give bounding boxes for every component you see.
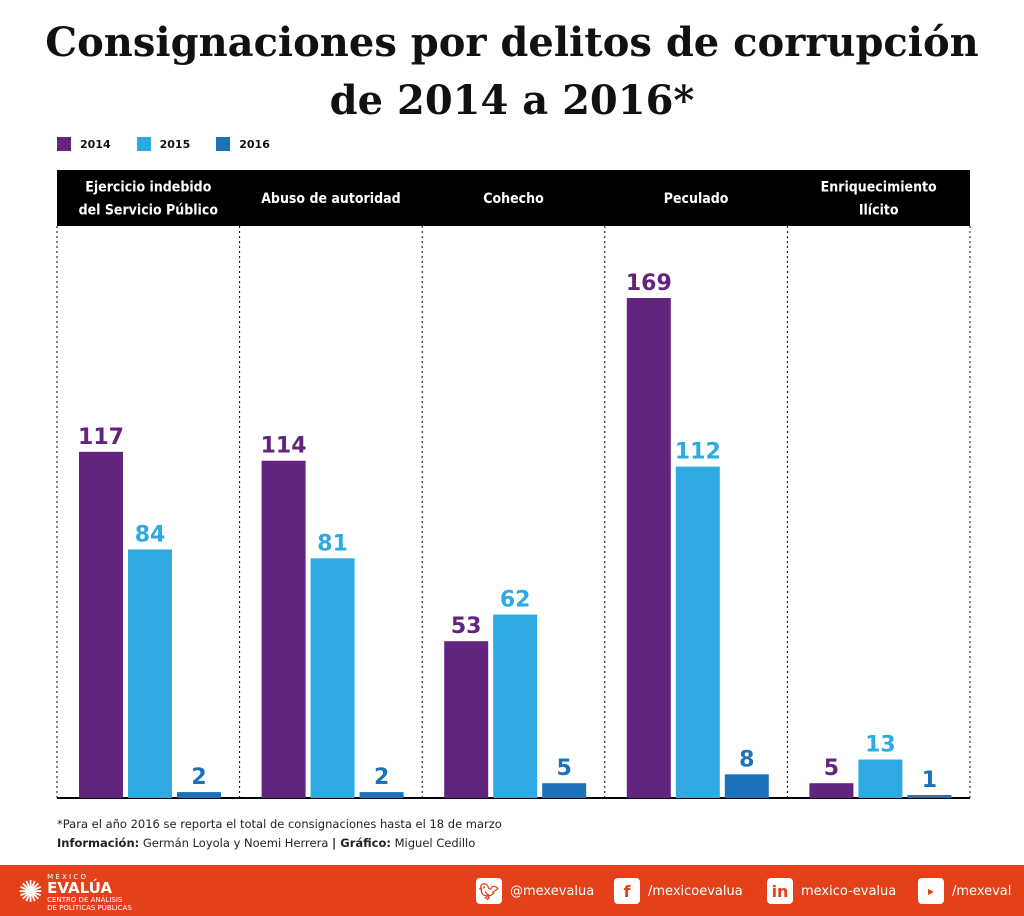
data-label: 13 xyxy=(865,733,896,758)
logo-sub: CENTRO DE ANÁLISIS xyxy=(47,896,123,904)
category-label-line: Ilícito xyxy=(859,203,899,219)
title-line-1: Consignaciones por delitos de corrupción xyxy=(45,19,979,66)
category-label-line: Enriquecimiento xyxy=(821,180,937,196)
chart-title: Consignaciones por delitos de corrupción… xyxy=(0,14,1024,130)
mexico-evalua-logo: ✺ M É X I C O EVALÚA CENTRO DE ANÁLISIS … xyxy=(18,873,132,912)
bar-2014 xyxy=(444,641,489,798)
category-label: Abuso de autoridad xyxy=(261,191,400,207)
linkedin-handle: mexico-evalua xyxy=(801,883,897,899)
star-logo-icon: ✺ xyxy=(18,874,44,910)
bar-2015 xyxy=(675,466,720,798)
logo-top: M É X I C O xyxy=(47,873,86,881)
bar-2016 xyxy=(724,774,769,798)
data-label: 114 xyxy=(261,434,307,459)
youtube-link[interactable]: ▶ /mexeval xyxy=(918,878,1011,904)
twitter-handle: @mexevalua xyxy=(510,883,595,899)
data-label: 84 xyxy=(135,522,166,547)
bar-2015 xyxy=(858,759,903,798)
bar-2014 xyxy=(261,460,306,798)
twitter-link[interactable]: 🐦︎ @mexevalua xyxy=(476,878,594,904)
category-label-line: Cohecho xyxy=(483,191,544,207)
linkedin-icon: in xyxy=(767,878,793,904)
legend-item-2014: 2014 xyxy=(57,137,111,151)
category-label-line: Ejercicio indebido xyxy=(85,180,211,196)
legend: 2014 2015 2016 xyxy=(57,137,270,151)
data-label: 169 xyxy=(626,271,672,296)
header-bar xyxy=(57,170,970,226)
bar-2014 xyxy=(809,783,854,798)
facebook-handle: /mexicoevalua xyxy=(648,883,743,899)
legend-swatch xyxy=(57,137,71,151)
info-value: Germán Loyola y Noemi Herrera xyxy=(139,836,333,850)
bar-2015 xyxy=(128,549,172,798)
category-label: Ejercicio indebido del Servicio Público xyxy=(79,180,219,219)
linkedin-link[interactable]: in mexico-evalua xyxy=(767,878,896,904)
graph-label: Gráfico: xyxy=(336,836,391,850)
category-label-line: del Servicio Público xyxy=(79,203,219,219)
data-label: 2 xyxy=(374,765,389,790)
data-label: 53 xyxy=(451,614,482,639)
bar-2016 xyxy=(542,783,587,798)
graph-value: Miguel Cedillo xyxy=(390,836,476,850)
legend-label: 2016 xyxy=(239,137,270,151)
youtube-handle: /mexeval xyxy=(952,883,1012,899)
data-label: 5 xyxy=(824,756,839,781)
legend-item-2016: 2016 xyxy=(216,137,270,151)
data-label: 81 xyxy=(317,531,348,556)
notes: *Para el año 2016 se reporta el total de… xyxy=(57,815,502,853)
legend-swatch xyxy=(216,137,231,151)
legend-item-2015: 2015 xyxy=(136,137,191,151)
facebook-link[interactable]: f/mexicoevalua xyxy=(614,878,743,904)
legend-label: 2015 xyxy=(159,137,191,151)
credits: Información: Germán Loyola y Noemi Herre… xyxy=(57,834,502,853)
data-label: 117 xyxy=(78,425,124,450)
legend-swatch xyxy=(136,137,151,151)
category-label: Peculado xyxy=(664,191,729,207)
category-label-line: Abuso de autoridad xyxy=(261,191,400,207)
bar-2014 xyxy=(626,298,671,798)
bar-2016 xyxy=(177,792,221,798)
logo-main: EVALÚA xyxy=(47,879,112,897)
bar-2016 xyxy=(907,795,952,798)
bar-2015 xyxy=(310,558,355,798)
twitter-icon: 🐦︎ xyxy=(476,878,502,904)
legend-label: 2014 xyxy=(80,137,111,151)
bar-2015 xyxy=(493,614,538,798)
footnote: *Para el año 2016 se reporta el total de… xyxy=(57,817,502,831)
footer: ✺ M É X I C O EVALÚA CENTRO DE ANÁLISIS … xyxy=(0,865,1024,916)
data-label: 62 xyxy=(500,588,531,613)
title-line-2: de 2014 a 2016* xyxy=(329,77,695,124)
category-label: Enriquecimiento Ilícito xyxy=(821,180,937,219)
bar-2016 xyxy=(359,792,404,798)
facebook-icon: f xyxy=(614,878,640,904)
data-label: 8 xyxy=(739,747,754,772)
category-label-line: Peculado xyxy=(664,191,729,207)
bar-chart: Ejercicio indebido del Servicio Público11… xyxy=(56,170,971,799)
separator: | xyxy=(332,836,337,850)
data-label: 112 xyxy=(675,440,721,465)
data-label: 5 xyxy=(557,756,572,781)
data-label: 2 xyxy=(191,765,206,790)
data-label: 1 xyxy=(922,768,937,793)
bar-2014 xyxy=(79,451,123,798)
youtube-icon: ▶ xyxy=(918,878,944,904)
category-label: Cohecho xyxy=(483,191,544,207)
info-label: Información: xyxy=(57,836,140,850)
logo-sub: DE POLÍTICAS PÚBLICAS xyxy=(47,904,132,912)
